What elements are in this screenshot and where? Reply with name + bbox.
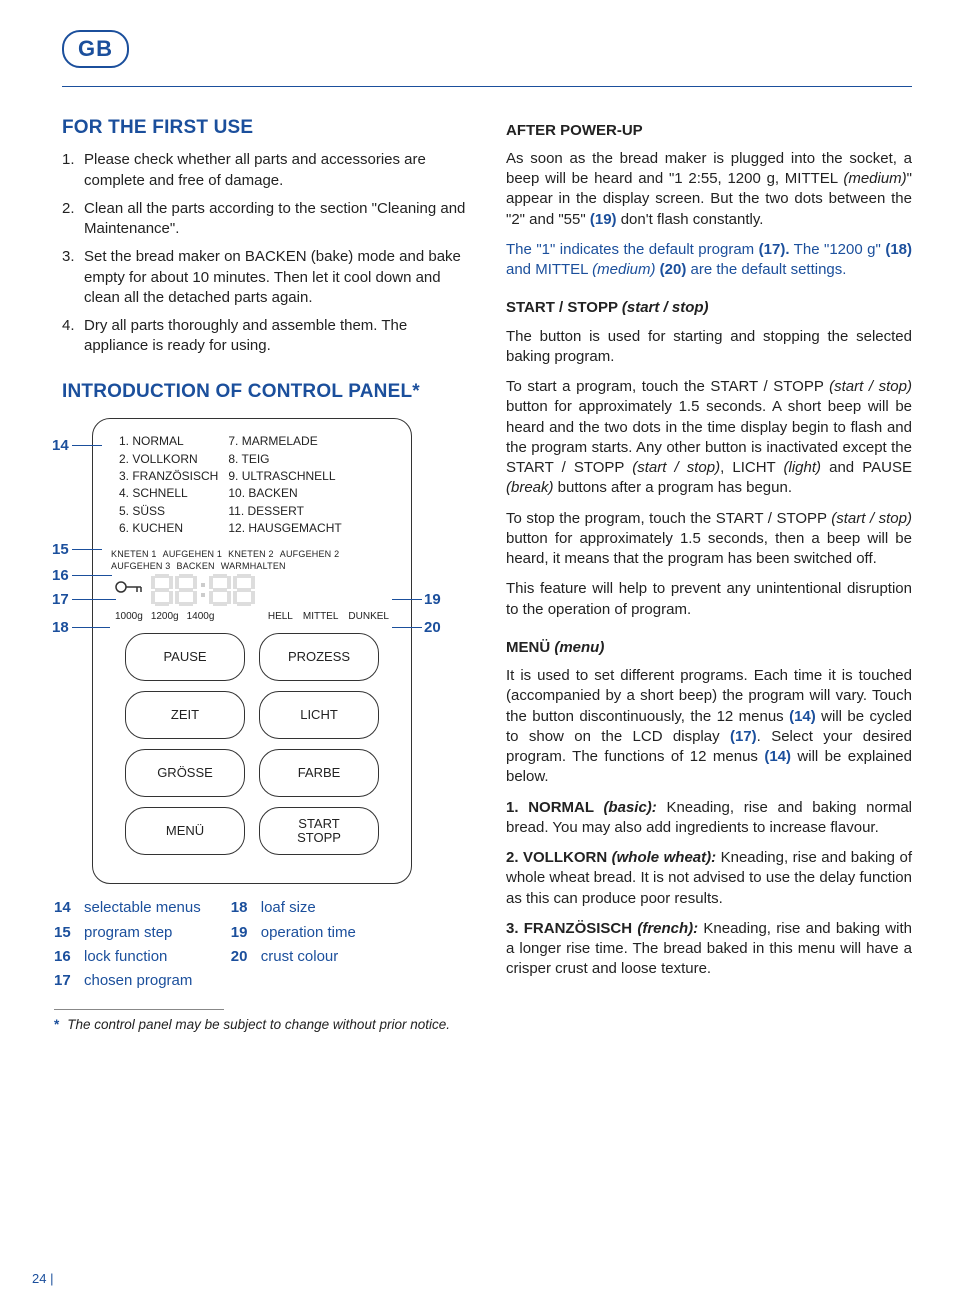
callout-16: 16 [52,566,69,586]
menu-p1: It is used to set different programs. Ea… [506,666,912,788]
start-p3: To stop the program, touch the START / S… [506,509,912,570]
footnote: * The control panel may be subject to ch… [54,1016,468,1034]
panel-wrap: 14 15 16 17 18 19 20 1. NORMAL 2. VOLLKO… [92,418,468,884]
heading-first-use: FOR THE FIRST USE [62,115,468,141]
farbe-button[interactable]: FARBE [259,749,379,797]
powerup-p1: As soon as the bread maker is plugged in… [506,149,912,230]
control-panel: 1. NORMAL 2. VOLLKORN 3. FRANZÖSISCH 4. … [92,418,412,884]
start-p2: To start a program, touch the START / ST… [506,377,912,499]
prozess-button[interactable]: PROZESS [259,633,379,681]
menu-vollkorn: 2. VOLLKORN (whole wheat): Kneading, ris… [506,848,912,909]
groesse-button[interactable]: GRÖSSE [125,749,245,797]
heading-menu: MENÜ (menu) [506,638,912,658]
right-column: AFTER POWER-UP As soon as the bread make… [506,115,912,1035]
menu-normal: 1. NORMAL (basic): Kneading, rise and ba… [506,798,912,839]
heading-powerup: AFTER POWER-UP [506,121,912,141]
callout-15: 15 [52,540,69,560]
columns: FOR THE FIRST USE 1.Please check whether… [62,115,912,1035]
start-stopp-button[interactable]: START STOPP [259,807,379,855]
divider [62,86,912,87]
callout-20: 20 [424,618,441,638]
callout-14: 14 [52,436,69,456]
callout-17: 17 [52,590,69,610]
key-icon [115,579,143,600]
heading-panel: INTRODUCTION OF CONTROL PANEL* [62,379,468,405]
start-p4: This feature will help to prevent any un… [506,579,912,620]
gb-badge: GB [62,30,912,68]
left-column: FOR THE FIRST USE 1.Please check whether… [62,115,468,1035]
size-crust-row: 1000g 1200g 1400g HELL MITTEL DUNKEL [115,610,389,624]
menu-button[interactable]: MENÜ [125,807,245,855]
heading-start: START / STOPP (start / stop) [506,298,912,318]
lcd-display [115,574,397,606]
menu-list: 1. NORMAL 2. VOLLKORN 3. FRANZÖSISCH 4. … [119,433,397,537]
start-p1: The button is used for starting and stop… [506,327,912,368]
callout-18: 18 [52,618,69,638]
panel-legend: 14selectable menus 15program step 16lock… [54,898,468,991]
licht-button[interactable]: LICHT [259,691,379,739]
zeit-button[interactable]: ZEIT [125,691,245,739]
first-use-list: 1.Please check whether all parts and acc… [62,150,468,356]
powerup-p2: The "1" indicates the default program (1… [506,240,912,281]
stage-labels: KNETEN 1 AUFGEHEN 1 KNETEN 2 AUFGEHEN 2 … [111,548,397,572]
menu-franz: 3. FRANZÖSISCH (french): Kneading, rise … [506,919,912,980]
pause-button[interactable]: PAUSE [125,633,245,681]
footnote-rule [54,1009,224,1010]
callout-19: 19 [424,590,441,610]
page-number: 24 | [32,1270,53,1288]
